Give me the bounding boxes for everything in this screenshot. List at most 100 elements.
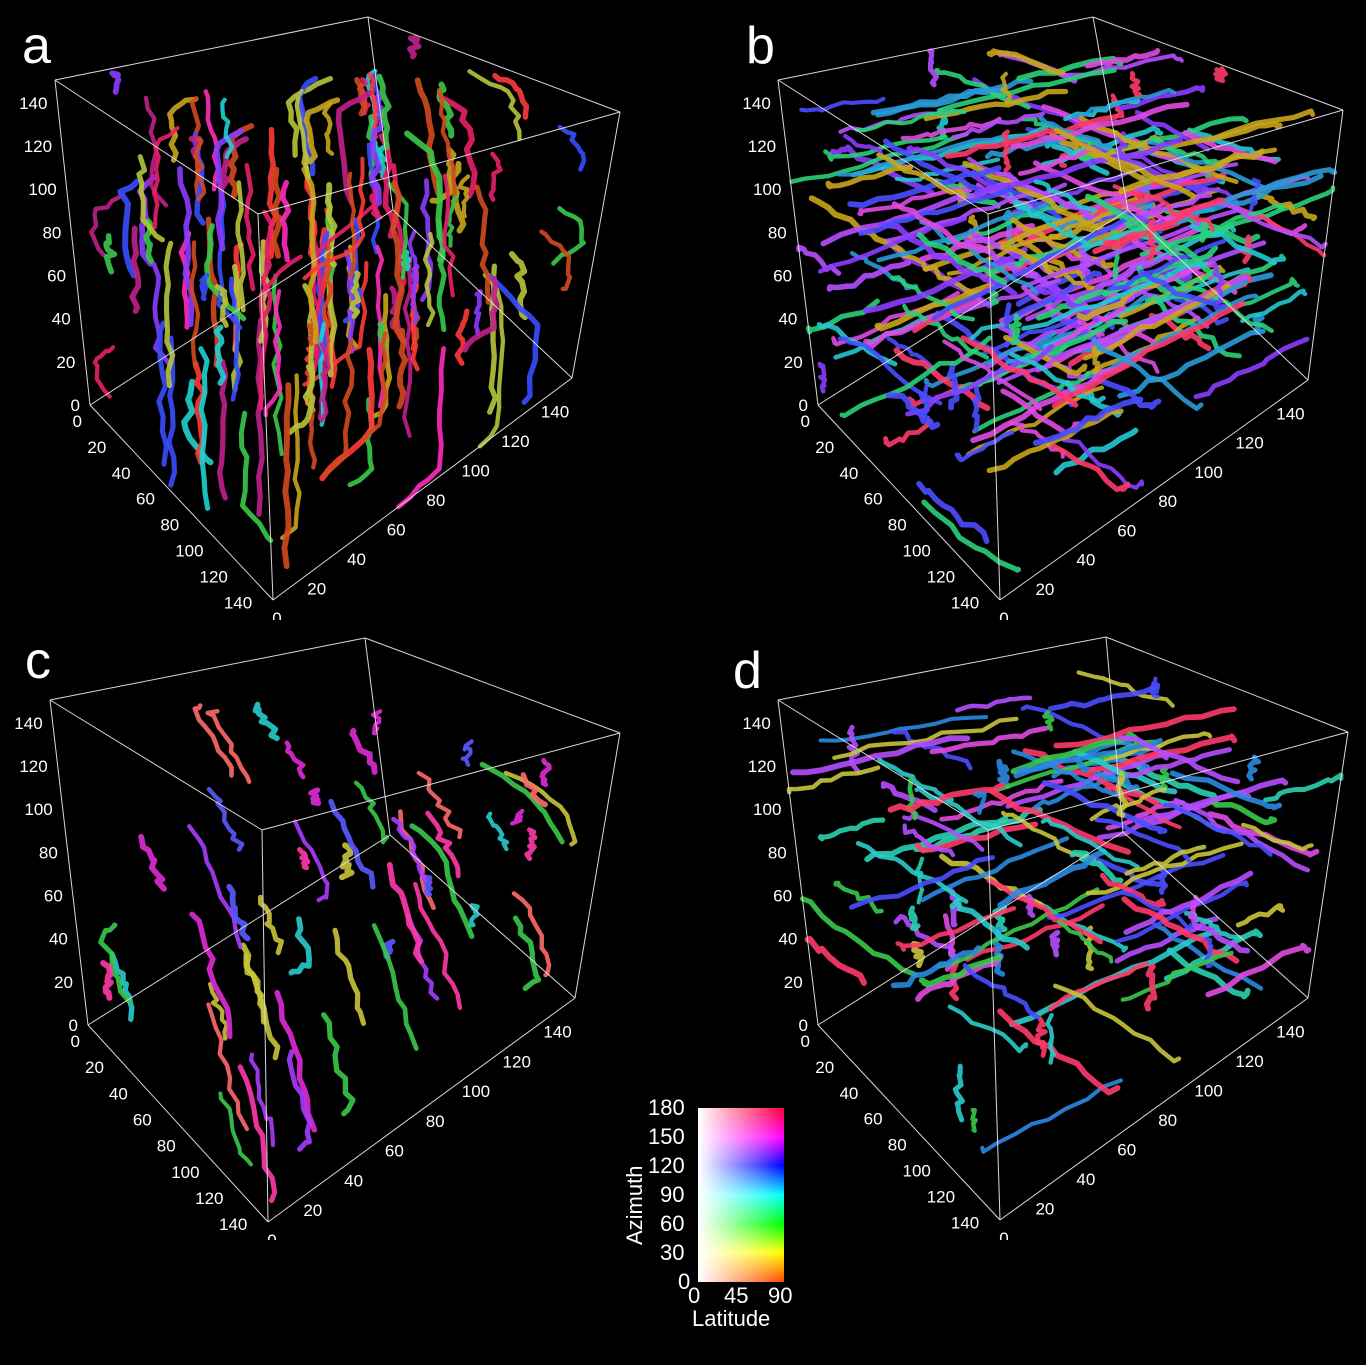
box-edge — [574, 732, 621, 999]
fiber-segment — [208, 981, 229, 1041]
fiber-segment — [1249, 188, 1318, 222]
fiber-segment — [288, 916, 312, 976]
depth-tick-label: 0 — [801, 1032, 810, 1051]
box-edge — [999, 997, 1309, 1221]
fiber-segment — [1017, 146, 1096, 176]
box-edge — [817, 209, 1129, 406]
fiber-segment — [916, 480, 990, 545]
fiber-segment — [1100, 192, 1213, 235]
fiber-segment — [1093, 377, 1162, 410]
fiber-segment — [206, 1002, 250, 1132]
fiber-segment — [467, 903, 480, 928]
fiber-segment — [492, 72, 530, 120]
fiber-segment — [437, 87, 458, 204]
fiber-segment — [960, 335, 1079, 408]
panel-label-d: d — [733, 642, 762, 700]
fiber-segment — [407, 34, 422, 60]
fiber-segment — [377, 142, 390, 179]
box-edge — [87, 1024, 269, 1223]
right-tick-label: 140 — [1276, 404, 1304, 423]
fiber-segment — [353, 780, 390, 845]
vertical-tick-label: 40 — [49, 930, 68, 949]
fiber-segment — [1134, 777, 1289, 825]
vertical-tick-label: 40 — [778, 310, 797, 329]
fiber-segment — [98, 922, 132, 1004]
fiber-segment — [1089, 787, 1167, 822]
fiber-segment — [1240, 822, 1314, 852]
depth-tick-label: 40 — [839, 464, 858, 483]
depth-tick-label: 80 — [160, 516, 179, 535]
fiber-segment — [849, 855, 996, 910]
fiber-segment — [485, 811, 510, 852]
right-tick-label: 0 — [999, 1229, 1008, 1240]
box-edge — [1122, 831, 1309, 999]
fiber-segment — [189, 911, 233, 1040]
fiber-segment — [1009, 351, 1106, 404]
fiber-segment — [1046, 852, 1226, 920]
fiber-segment — [826, 259, 912, 292]
fiber-segment — [890, 945, 982, 989]
legend-az-tick-150: 150 — [648, 1124, 685, 1149]
fiber-segment — [882, 138, 984, 193]
fiber-segment — [442, 173, 456, 298]
fiber-segment — [890, 275, 976, 322]
box-edge — [49, 699, 263, 831]
fiber-segment — [989, 788, 1131, 855]
fiber-segment — [1013, 203, 1091, 246]
vertical-tick-label: 100 — [24, 800, 52, 819]
fiber-segment — [136, 154, 165, 243]
legend-az-tick-30: 30 — [660, 1240, 685, 1265]
fiber-segment — [1118, 84, 1206, 111]
fiber-segment — [206, 786, 245, 852]
fiber-segment — [1085, 854, 1166, 888]
fiber-segment — [1042, 710, 1055, 732]
fiber-segment — [1238, 276, 1300, 307]
fiber-segment — [1006, 270, 1103, 323]
fiber-segment — [1118, 264, 1226, 319]
fiber-segment — [332, 927, 367, 1026]
fiber-segment — [952, 1063, 965, 1123]
fiber-segment — [274, 989, 318, 1133]
fiber-segment — [524, 827, 538, 861]
depth-tick-label: 140 — [219, 1215, 247, 1234]
fiber-segment — [1000, 71, 1012, 105]
right-tick-label: 140 — [543, 1023, 571, 1042]
fiber-segment — [962, 963, 1040, 1020]
box-edge — [89, 209, 394, 406]
vertical-tick-label: 20 — [56, 353, 75, 372]
depth-tick-label: 40 — [109, 1084, 128, 1103]
fiber-segment — [308, 787, 322, 807]
box-edge — [261, 732, 621, 831]
fiber-segment — [338, 842, 355, 881]
fiber-segment — [936, 887, 1100, 969]
fiber-segment — [1189, 913, 1251, 954]
panel-label-c: c — [25, 632, 51, 690]
panel-b: 0 20 40 60 80 100 120 140 0 20 40 60 80 100 120 140 0 20 4… — [683, 0, 1366, 620]
fiber-segment — [950, 111, 1045, 140]
right-tick-label: 120 — [1235, 434, 1263, 453]
depth-tick-label: 80 — [888, 1136, 907, 1155]
vertical-tick-label: 80 — [768, 843, 787, 862]
fiber-segment — [1003, 334, 1088, 377]
fiber-segment — [1263, 772, 1344, 803]
depth-tick-label: 0 — [71, 1032, 80, 1051]
fiber-segment — [799, 96, 886, 113]
fiber-segment — [319, 342, 332, 423]
vertical-tick-label: 0 — [69, 1016, 78, 1035]
box-edge — [777, 636, 1107, 701]
fiber-segment — [109, 951, 135, 1022]
depth-tick-label: 60 — [864, 1110, 883, 1129]
fiber-segment — [1040, 817, 1140, 869]
fiber-segment — [885, 392, 941, 431]
box-edge — [54, 79, 259, 215]
fiber-segment — [284, 740, 306, 780]
right-tick-label: 0 — [267, 1231, 276, 1240]
legend-latitude-title: Latitude — [692, 1306, 771, 1331]
fiber-segment — [986, 48, 1066, 76]
fiber-segment — [902, 811, 985, 852]
fiber-segment — [213, 128, 245, 252]
box-edge — [1105, 636, 1349, 733]
fiber-segment — [220, 97, 235, 159]
fiber-segment — [1016, 737, 1163, 773]
volume-render-d: 0 20 40 60 80 100 120 140 0 20 40 60 80 100 120 140 0 20 4… — [742, 636, 1349, 1240]
